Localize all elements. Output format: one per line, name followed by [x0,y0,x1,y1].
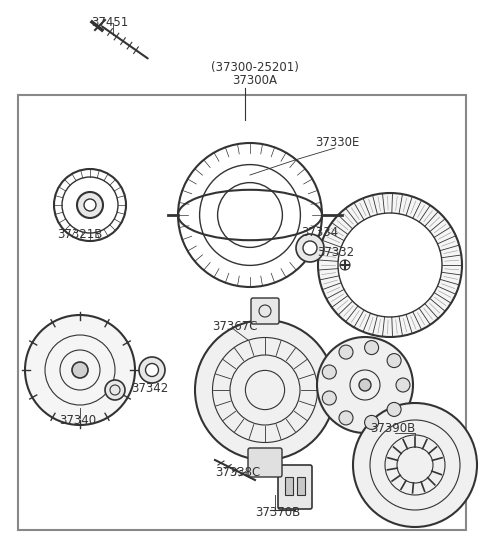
Circle shape [396,378,410,392]
Text: 37338C: 37338C [216,466,261,479]
FancyBboxPatch shape [278,465,312,509]
Circle shape [387,354,401,368]
Circle shape [365,415,379,429]
Circle shape [84,199,96,211]
Circle shape [25,315,135,425]
FancyBboxPatch shape [251,298,279,324]
Circle shape [387,402,401,416]
Text: 37451: 37451 [91,16,129,29]
Text: 37340: 37340 [60,414,96,427]
Text: 37300A: 37300A [232,73,277,87]
Circle shape [145,363,158,377]
FancyBboxPatch shape [248,448,282,477]
Text: (37300-25201): (37300-25201) [211,61,299,74]
Bar [297,477,305,495]
Circle shape [322,391,336,405]
Circle shape [338,213,442,317]
Circle shape [105,380,125,400]
Text: 37321B: 37321B [57,229,103,241]
Bar [18,95,466,530]
Text: 37370B: 37370B [255,505,300,519]
Circle shape [139,357,165,383]
Text: 37334: 37334 [301,225,338,239]
Circle shape [317,337,413,433]
Circle shape [303,241,317,255]
Circle shape [72,362,88,378]
Circle shape [77,192,103,218]
Circle shape [318,193,462,337]
Circle shape [359,379,371,391]
Circle shape [365,340,379,354]
Text: 37342: 37342 [132,381,168,395]
Text: 37390B: 37390B [371,421,416,434]
Circle shape [322,365,336,379]
Circle shape [296,234,324,262]
Circle shape [353,403,477,527]
Text: 37330E: 37330E [315,136,359,149]
Text: 37332: 37332 [317,245,355,258]
Circle shape [195,320,335,460]
Circle shape [339,411,353,425]
Text: 37367C: 37367C [212,320,258,333]
Bar [285,477,293,495]
Circle shape [339,345,353,359]
